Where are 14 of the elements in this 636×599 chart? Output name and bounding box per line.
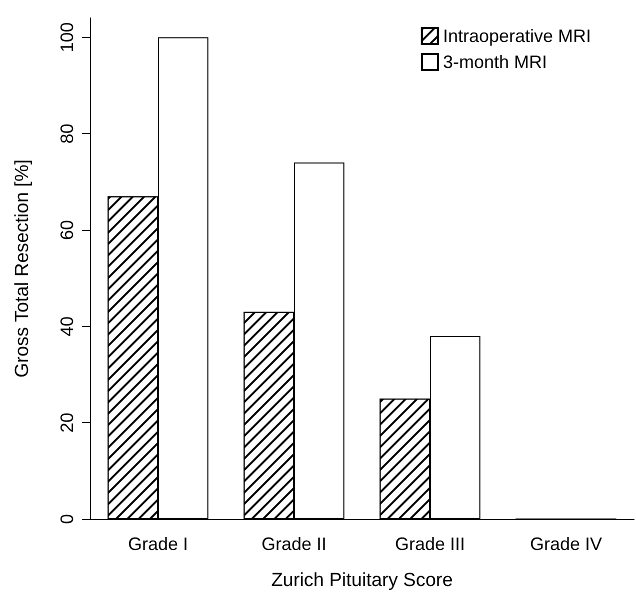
x-tick-label: Grade IV (530, 534, 602, 554)
y-axis-title: Gross Total Resection [%] (12, 159, 33, 378)
legend-label: 3-month MRI (442, 52, 547, 72)
x-tick-label: Grade I (128, 534, 188, 554)
y-tick-label: 40 (57, 316, 77, 336)
x-tick-label: Grade II (261, 534, 327, 554)
legend-label: Intraoperative MRI (442, 26, 591, 46)
y-tick-label: 100 (57, 22, 77, 52)
y-tick-label: 80 (57, 124, 77, 144)
x-axis-title: Zurich Pituitary Score (271, 570, 453, 591)
y-tick-label: 20 (57, 412, 77, 433)
x-tick-label: Grade III (394, 534, 466, 554)
y-tick-label: 0 (57, 514, 77, 524)
y-tick-label: 60 (57, 220, 77, 240)
